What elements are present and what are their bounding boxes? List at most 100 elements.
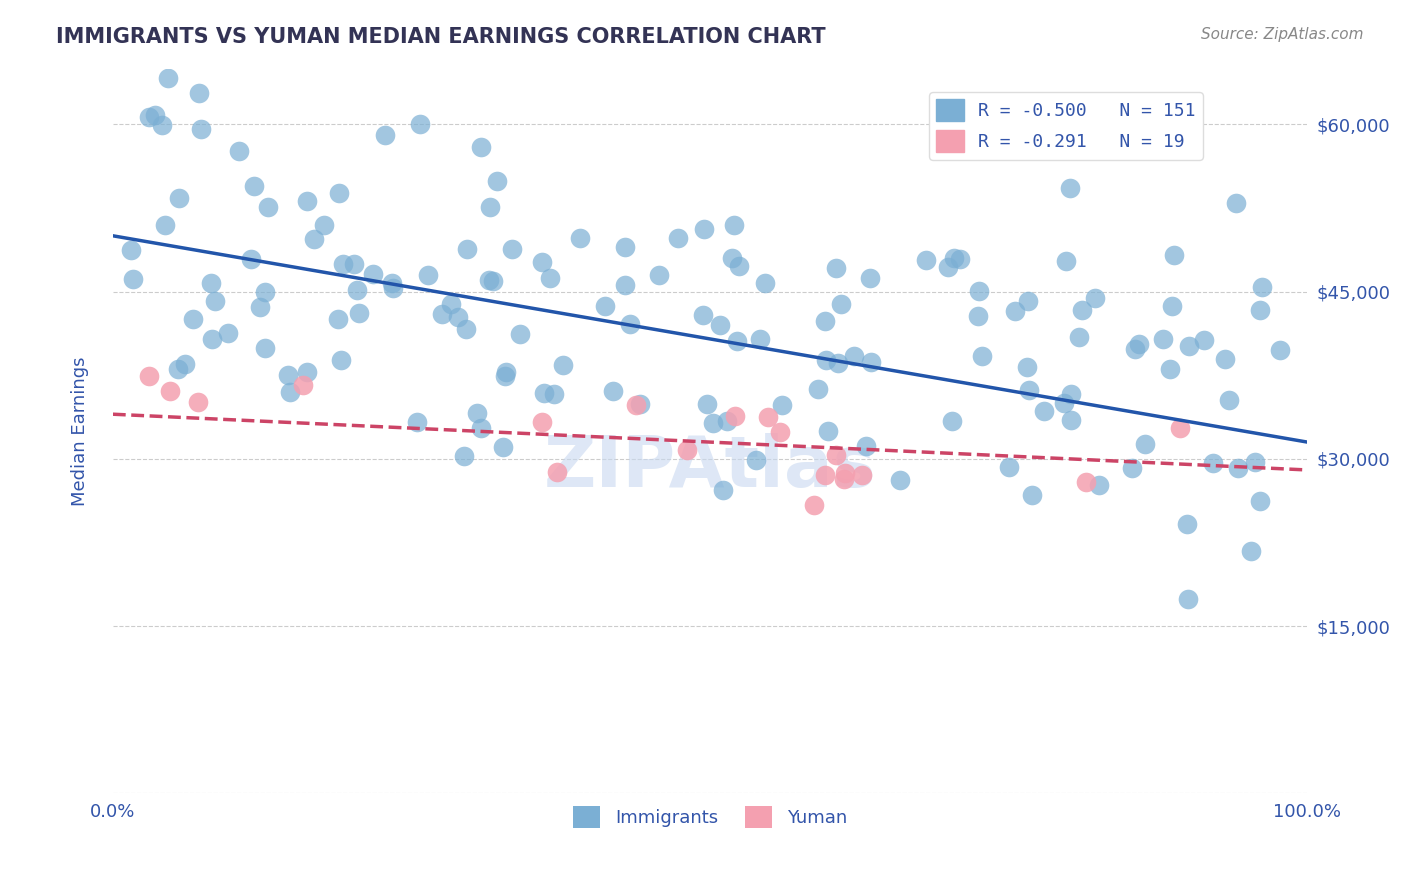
Point: [204, 294, 226, 309]
Point: [1163, 247, 1185, 261]
Point: [217, 326, 239, 340]
Point: [509, 327, 531, 342]
Point: [1074, 475, 1097, 489]
Point: [454, 322, 477, 336]
Point: [1004, 304, 1026, 318]
Point: [291, 378, 314, 392]
Point: [709, 318, 731, 332]
Point: [1021, 488, 1043, 502]
Point: [1088, 477, 1111, 491]
Point: [1251, 280, 1274, 294]
Point: [326, 311, 349, 326]
Point: [1249, 494, 1271, 508]
Point: [253, 341, 276, 355]
Point: [1152, 332, 1174, 346]
Point: [693, 222, 716, 236]
Point: [749, 332, 772, 346]
Point: [188, 87, 211, 101]
Point: [453, 449, 475, 463]
Point: [1060, 387, 1083, 401]
Point: [1177, 592, 1199, 607]
Point: [228, 145, 250, 159]
Point: [889, 474, 911, 488]
Point: [824, 448, 846, 462]
Point: [817, 424, 839, 438]
Point: [769, 425, 792, 439]
Point: [613, 277, 636, 292]
Point: [949, 252, 972, 266]
Point: [1226, 460, 1249, 475]
Point: [143, 108, 166, 122]
Point: [814, 352, 837, 367]
Point: [1202, 456, 1225, 470]
Legend: Immigrants, Yuman: Immigrants, Yuman: [567, 798, 853, 835]
Point: [859, 271, 882, 285]
Point: [416, 268, 439, 282]
Point: [1054, 254, 1077, 268]
Point: [432, 307, 454, 321]
Point: [495, 366, 517, 380]
Point: [381, 280, 404, 294]
Point: [1123, 342, 1146, 356]
Point: [1128, 337, 1150, 351]
Point: [153, 218, 176, 232]
Point: [967, 309, 990, 323]
Point: [1059, 181, 1081, 195]
Point: [156, 71, 179, 86]
Point: [242, 179, 264, 194]
Point: [967, 284, 990, 298]
Point: [181, 311, 204, 326]
Point: [844, 349, 866, 363]
Point: [1133, 437, 1156, 451]
Point: [914, 253, 936, 268]
Point: [1240, 543, 1263, 558]
Point: [1178, 339, 1201, 353]
Point: [1249, 302, 1271, 317]
Point: [1244, 455, 1267, 469]
Point: [941, 414, 963, 428]
Point: [297, 194, 319, 208]
Point: [1218, 393, 1240, 408]
Point: [754, 276, 776, 290]
Point: [478, 273, 501, 287]
Point: [447, 310, 470, 324]
Point: [1018, 383, 1040, 397]
Point: [725, 334, 748, 349]
Point: [481, 274, 503, 288]
Point: [440, 296, 463, 310]
Point: [1060, 412, 1083, 426]
Point: [602, 384, 624, 398]
Point: [277, 368, 299, 383]
Point: [346, 283, 368, 297]
Point: [167, 191, 190, 205]
Point: [1159, 362, 1181, 376]
Point: [830, 296, 852, 310]
Point: [825, 260, 848, 275]
Point: [1192, 334, 1215, 348]
Point: [855, 439, 877, 453]
Point: [942, 251, 965, 265]
Point: [728, 259, 751, 273]
Point: [568, 231, 591, 245]
Point: [1032, 404, 1054, 418]
Point: [543, 386, 565, 401]
Point: [675, 443, 697, 458]
Point: [1213, 352, 1236, 367]
Text: Source: ZipAtlas.com: Source: ZipAtlas.com: [1201, 27, 1364, 42]
Point: [538, 270, 561, 285]
Point: [1017, 359, 1039, 374]
Point: [696, 396, 718, 410]
Point: [302, 231, 325, 245]
Point: [343, 257, 366, 271]
Point: [363, 267, 385, 281]
Point: [138, 110, 160, 124]
Point: [851, 468, 873, 483]
Point: [166, 362, 188, 376]
Point: [814, 468, 837, 483]
Y-axis label: Median Earnings: Median Earnings: [72, 356, 89, 506]
Point: [443, 44, 465, 58]
Point: [666, 231, 689, 245]
Point: [1225, 196, 1247, 211]
Point: [187, 395, 209, 409]
Point: [970, 349, 993, 363]
